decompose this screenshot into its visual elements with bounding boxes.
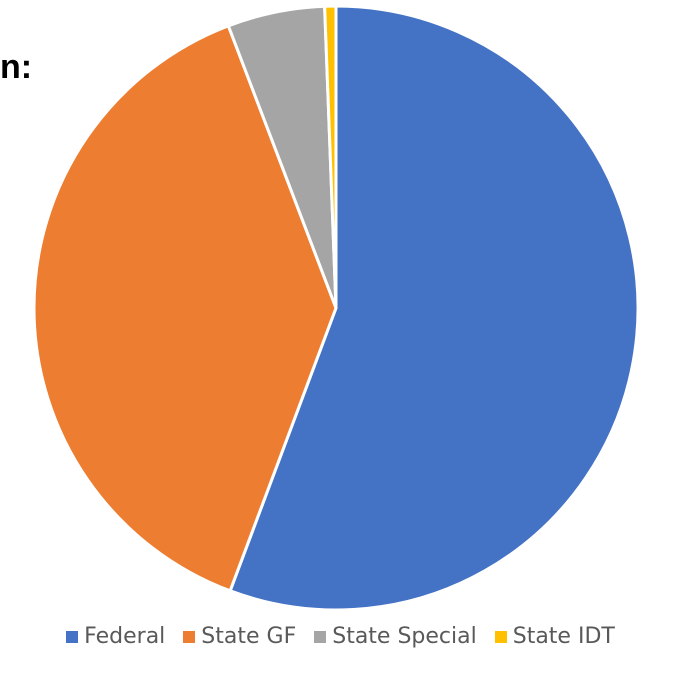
pie-slice-state-gf (32, 24, 338, 593)
legend-label-state-special: State Special (332, 624, 477, 649)
legend-label-state-idt: State IDT (512, 624, 615, 649)
pie-chart (32, 4, 640, 612)
pie-slice-federal (228, 4, 640, 612)
legend-item-state-special: State Special (314, 624, 477, 649)
chart-title-fragment: n: (0, 48, 33, 86)
legend-swatch-federal (66, 630, 79, 643)
legend-item-federal: Federal (66, 624, 165, 649)
pie-slice-state-idt (323, 4, 338, 310)
chart-legend: Federal State GF State Special State IDT (0, 624, 681, 649)
legend-item-state-idt: State IDT (494, 624, 615, 649)
legend-label-federal: Federal (84, 624, 166, 649)
legend-item-state-gf: State GF (183, 624, 296, 649)
legend-label-state-gf: State GF (201, 624, 297, 649)
legend-swatch-state-special (314, 630, 327, 643)
legend-swatch-state-idt (494, 630, 507, 643)
legend-swatch-state-gf (183, 630, 196, 643)
